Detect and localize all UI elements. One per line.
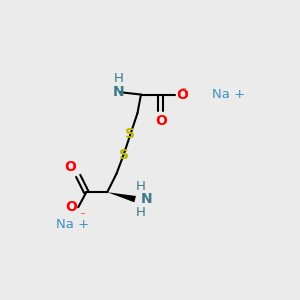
Text: H: H xyxy=(114,72,124,85)
Text: N: N xyxy=(113,85,125,99)
Text: ⁻: ⁻ xyxy=(79,211,85,221)
Text: O: O xyxy=(64,160,76,174)
Text: O: O xyxy=(65,200,77,214)
Text: S: S xyxy=(118,148,128,162)
Text: S: S xyxy=(125,127,136,141)
Text: Na +: Na + xyxy=(212,88,245,101)
Text: O: O xyxy=(155,114,167,128)
Text: H: H xyxy=(136,206,146,219)
Text: Na +: Na + xyxy=(56,218,89,231)
Text: ⁻: ⁻ xyxy=(181,87,186,97)
Polygon shape xyxy=(107,192,136,202)
Text: N: N xyxy=(141,192,153,206)
Text: O: O xyxy=(176,88,188,101)
Text: H: H xyxy=(136,180,146,193)
